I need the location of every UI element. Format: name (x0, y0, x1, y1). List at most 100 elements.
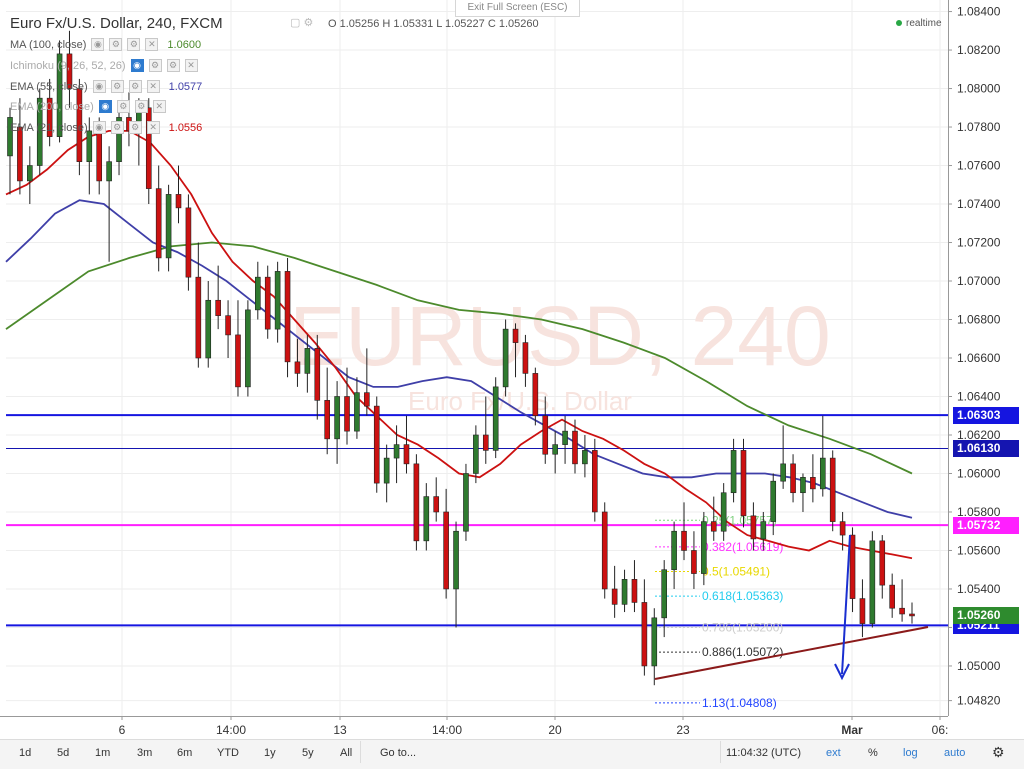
eye-icon[interactable]: ◉ (92, 80, 106, 93)
candle-body (671, 530, 677, 571)
candle-body (463, 473, 469, 532)
close-icon[interactable]: ✕ (146, 121, 160, 134)
price-tag: 1.05732 (953, 516, 1019, 534)
candle (274, 261, 281, 343)
candle-body (839, 521, 846, 536)
percent-scale-toggle[interactable]: % (868, 747, 878, 759)
y-tick-label: 1.07000 (957, 274, 1001, 288)
close-icon[interactable]: ✕ (152, 100, 166, 113)
candle-body (611, 588, 618, 605)
candle (800, 473, 806, 512)
candle-body (800, 477, 806, 494)
timeframe-all[interactable]: All (340, 747, 353, 759)
y-tick-label: 1.05800 (957, 505, 1001, 519)
timeframe-ytd[interactable]: YTD (217, 747, 239, 759)
candle-body (582, 450, 588, 465)
y-tick-label: 1.06800 (957, 313, 1001, 327)
candle (760, 511, 767, 551)
candle (344, 367, 350, 445)
candle (443, 488, 449, 599)
close-icon[interactable]: ✕ (146, 80, 160, 93)
close-icon[interactable]: ✕ (184, 59, 198, 72)
timeframe-6m[interactable]: 6m (177, 747, 193, 759)
eye-icon[interactable]: ◉ (98, 100, 112, 113)
ohlc-readout: O 1.05256 H 1.05331 L 1.05227 C 1.05260 (328, 18, 539, 30)
auto-scale-toggle[interactable]: auto (944, 747, 966, 759)
candle (790, 454, 796, 503)
settings-icon[interactable]: ⚙ (128, 121, 142, 134)
candle-body (453, 530, 459, 590)
candle (611, 565, 618, 618)
candle (364, 348, 370, 416)
status-dot (896, 20, 902, 27)
timeframe-1y[interactable]: 1y (264, 747, 276, 759)
candle (76, 78, 83, 176)
settings-icon[interactable]: ⚙ (134, 100, 148, 113)
y-tick-label: 1.05600 (957, 543, 1001, 557)
eye-icon[interactable]: ◉ (130, 59, 144, 72)
timeframe-5y[interactable]: 5y (302, 747, 314, 759)
settings-icon[interactable]: ⚙ (128, 80, 142, 93)
candle-body (710, 521, 717, 532)
gear-icon[interactable]: ⚙ (116, 100, 130, 113)
indicator-ichimoku[interactable]: Ichimoku (9, 26, 52, 26) ◉ ⚙ ⚙ ✕ (10, 59, 198, 72)
indicator-ma100[interactable]: MA (100, close) ◉ ⚙ ⚙ ✕ 1.0600 (10, 38, 201, 51)
candle (780, 425, 786, 489)
gear-icon[interactable]: ⚙ (110, 80, 124, 93)
price-tag: 1.06130 (953, 439, 1019, 457)
candle (284, 257, 291, 378)
extended-hours-toggle[interactable]: ext (826, 747, 841, 759)
eye-icon[interactable]: ◉ (91, 38, 105, 51)
candle (165, 184, 172, 272)
gear-icon[interactable]: ⚙ (110, 121, 124, 134)
candle (245, 300, 251, 397)
candle-body (294, 361, 301, 374)
header-controls[interactable]: ▢ ⚙ (290, 17, 314, 29)
settings-icon[interactable]: ⚙ (166, 59, 180, 72)
clock-readout: 11:04:32 (UTC) (726, 747, 801, 759)
candle (423, 483, 430, 551)
candle (810, 454, 816, 503)
candle-body (354, 392, 360, 432)
candle-body (46, 97, 53, 137)
candle (27, 146, 33, 205)
candle-body (681, 530, 687, 551)
candle (839, 511, 846, 551)
candle (383, 444, 390, 503)
symbol-title: Euro Fx/U.S. Dollar, 240, FXCM (10, 15, 223, 32)
candle-body (730, 450, 737, 494)
exit-fullscreen-button[interactable]: Exit Full Screen (ESC) (455, 0, 580, 17)
log-scale-toggle[interactable]: log (903, 747, 918, 759)
indicator-ema200[interactable]: EMA (200, close) ◉ ⚙ ⚙ ✕ (10, 100, 166, 113)
indicator-label: EMA (55, close) (10, 80, 88, 93)
candle (324, 367, 330, 455)
candle (512, 323, 519, 378)
candle-body (572, 430, 578, 465)
candle-body (264, 276, 271, 330)
eye-icon[interactable]: ◉ (92, 121, 106, 134)
close-icon[interactable]: ✕ (145, 38, 159, 51)
y-tick-label: 1.07800 (957, 120, 1001, 134)
timeframe-3m[interactable]: 3m (137, 747, 153, 759)
gear-icon[interactable]: ⚙ (109, 38, 123, 51)
candle (522, 334, 529, 387)
candle-body (106, 161, 112, 182)
candle (255, 261, 261, 320)
indicator-ema55[interactable]: EMA (55, close) ◉ ⚙ ⚙ ✕ 1.0577 (10, 80, 202, 93)
candle-body (720, 492, 727, 532)
indicator-ema21[interactable]: EMA (21, close) ◉ ⚙ ⚙ ✕ 1.0556 (10, 121, 202, 134)
goto-button[interactable]: Go to... (380, 747, 417, 759)
candle-body (155, 188, 162, 259)
candle (869, 531, 876, 628)
candle-body (661, 569, 667, 619)
gear-icon[interactable]: ⚙ (992, 744, 1005, 760)
candle (601, 502, 608, 599)
indicator-label: EMA (21, close) (10, 121, 88, 134)
gear-icon[interactable]: ⚙ (148, 59, 162, 72)
timeframe-1m[interactable]: 1m (95, 747, 111, 759)
timeframe-1d[interactable]: 1d (19, 747, 32, 759)
price-chart[interactable]: EURUSD, 240 Euro Fx/U.S. Dollar 0.382(1.… (0, 0, 1024, 740)
timeframe-5d[interactable]: 5d (57, 747, 70, 759)
settings-icon[interactable]: ⚙ (127, 38, 141, 51)
candle (205, 281, 212, 368)
